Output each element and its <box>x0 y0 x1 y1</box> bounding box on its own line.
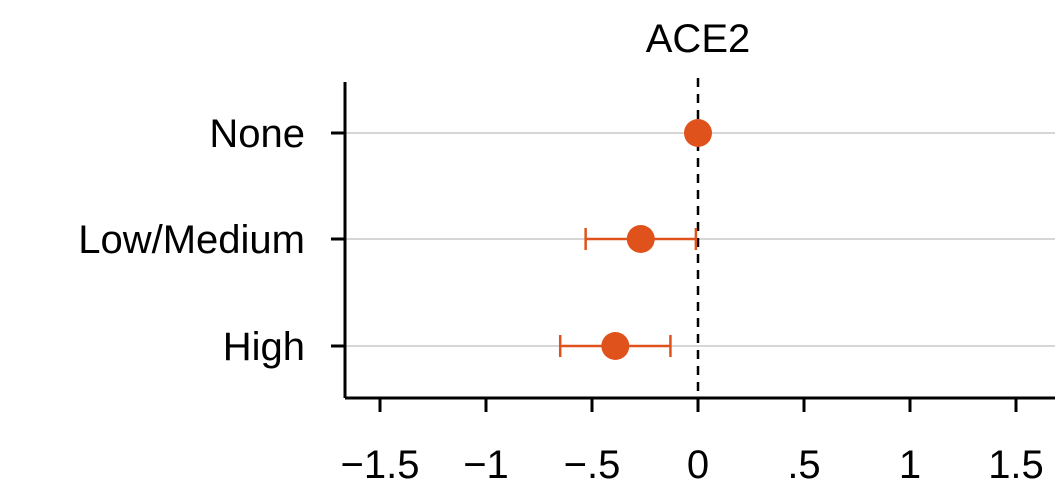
y-tick-label: High <box>223 325 305 369</box>
x-tick-label: 1 <box>899 443 921 487</box>
y-tick-label: Low/Medium <box>78 218 305 262</box>
x-tick-label: 0 <box>687 443 709 487</box>
chart-title: ACE2 <box>646 17 751 61</box>
data-points <box>558 119 712 360</box>
y-axis-ticks: None Low/Medium High <box>78 112 345 369</box>
x-tick-label: −.5 <box>564 443 621 487</box>
point-estimate <box>626 225 655 253</box>
x-tick-label: −1.5 <box>341 443 420 487</box>
x-tick-label: 1.5 <box>988 443 1044 487</box>
x-axis-ticks: −1.5 −1 −.5 0 .5 1 1.5 <box>341 398 1044 487</box>
grid-lines <box>345 132 1055 347</box>
y-tick-label: None <box>209 112 305 156</box>
x-tick-label: .5 <box>787 443 820 487</box>
x-tick-label: −1 <box>463 443 509 487</box>
point-estimate <box>601 332 630 360</box>
point-estimate <box>684 119 712 147</box>
